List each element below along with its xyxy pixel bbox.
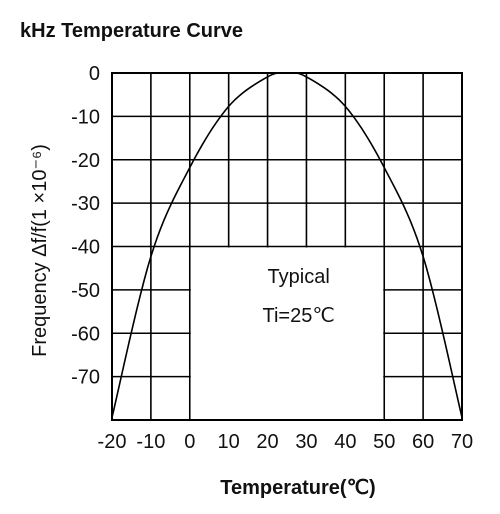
y-tick-label: -40 [71,237,100,259]
x-axis-title: Temperature(℃) [220,477,375,499]
y-tick-label: -70 [71,367,100,389]
y-tick-label: 0 [89,63,100,85]
x-tick-label: 20 [256,431,278,453]
x-tick-label: 30 [295,431,317,453]
y-axis-title: Frequency Δf/f(1 ×10⁻⁶) [29,144,51,357]
x-tick-label: 40 [334,431,356,453]
x-tick-label: 50 [373,431,395,453]
x-tick-label: 60 [412,431,434,453]
annotation-box [190,247,384,419]
frequency-curve [111,71,463,418]
x-tick-label: 70 [451,431,473,453]
x-tick-label: -10 [136,431,165,453]
y-tick-label: -10 [71,106,100,128]
annotation-line-2: Ti=25℃ [263,305,335,327]
y-tick-label: -60 [71,323,100,345]
x-tick-label: 10 [218,431,240,453]
x-tick-label: 0 [184,431,195,453]
x-tick-labels: -20 -10 0 10 20 30 40 50 60 70 [98,431,474,453]
y-tick-label: -30 [71,193,100,215]
x-tick-label: -20 [98,431,127,453]
y-tick-label: -20 [71,150,100,172]
page-title: kHz Temperature Curve [20,20,244,42]
y-tick-label: -50 [71,280,100,302]
y-tick-labels: 0 -10 -20 -30 -40 -50 -60 -70 [71,63,100,389]
annotation-line-1: Typical [268,266,330,288]
